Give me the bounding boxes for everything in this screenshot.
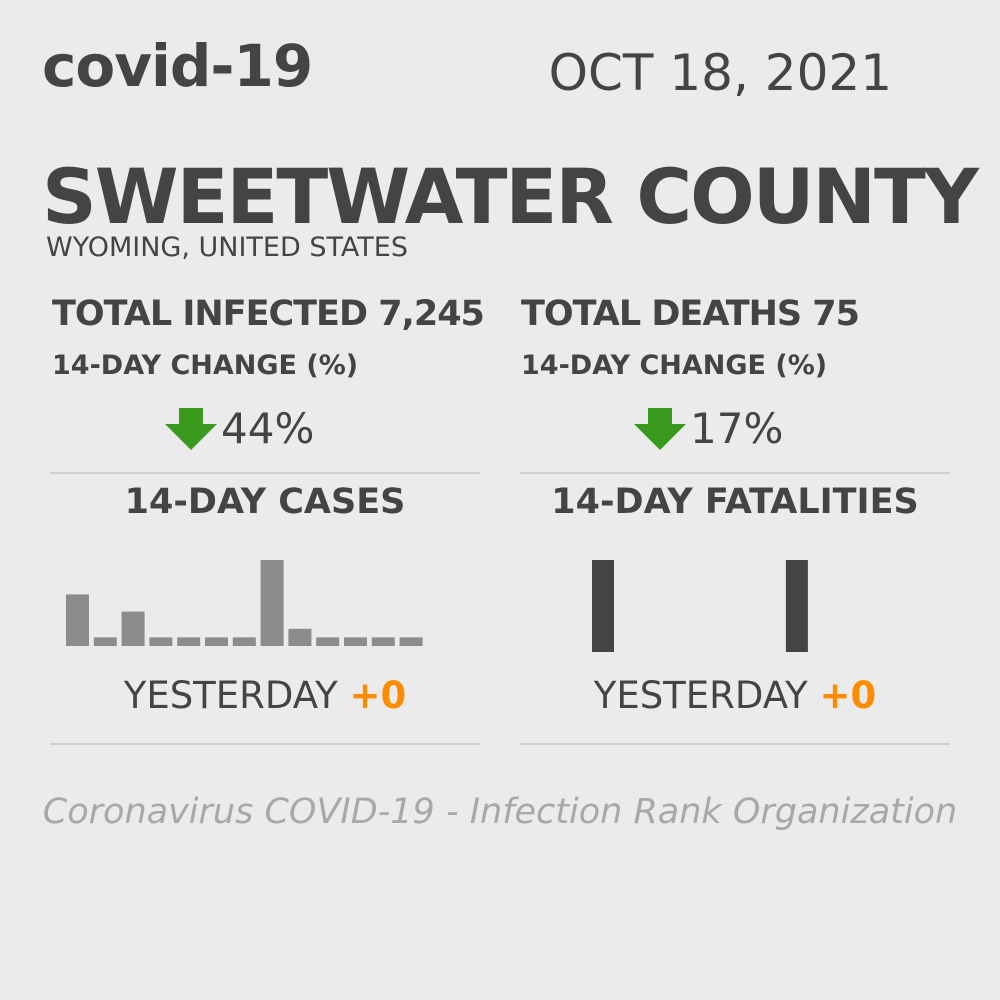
cases-bar-11 xyxy=(371,637,395,646)
region-name: WYOMING, UNITED STATES xyxy=(46,232,408,263)
cases-bar-0 xyxy=(66,594,89,646)
down-arrow-icon xyxy=(165,407,217,450)
infected-change-label: 14-DAY CHANGE (%) xyxy=(52,350,359,381)
county-name: SWEETWATER COUNTY xyxy=(42,152,979,241)
cases-bar-7 xyxy=(260,560,284,646)
divider-bottom-right xyxy=(520,743,950,745)
fatalities-bar-0 xyxy=(592,560,614,652)
footer-credit: Coronavirus COVID-19 - Infection Rank Or… xyxy=(42,792,958,832)
fatalities-chart-title: 14-DAY FATALITIES xyxy=(551,482,919,522)
infected-change-value: 44% xyxy=(221,404,315,453)
fatalities-bar-7 xyxy=(785,560,808,652)
cases-yesterday-value: +0 xyxy=(349,674,407,717)
infected-change: 44% xyxy=(165,404,314,453)
deaths-change-value: 17% xyxy=(690,404,784,453)
fatalities-yesterday-value: +0 xyxy=(819,674,877,717)
cases-bar-10 xyxy=(344,637,367,646)
cases-bar-5 xyxy=(205,637,228,646)
cases-bar-4 xyxy=(177,637,201,646)
report-date: OCT 18, 2021 xyxy=(548,44,892,102)
brand-title: covid-19 xyxy=(42,32,313,100)
cases-bar-12 xyxy=(399,637,423,646)
cases-bar-2 xyxy=(121,611,145,646)
fatalities-yesterday-label: YESTERDAY xyxy=(593,674,808,717)
fatalities-yesterday: YESTERDAY +0 xyxy=(520,674,950,717)
total-infected-title: TOTAL INFECTED 7,245 xyxy=(52,294,485,334)
cases-bar-chart xyxy=(66,560,423,646)
cases-bar-9 xyxy=(316,637,340,646)
divider-top-left xyxy=(50,472,480,474)
cases-bar-3 xyxy=(149,637,173,646)
cases-bar-1 xyxy=(93,637,117,646)
cases-bar-8 xyxy=(288,628,312,646)
cases-chart-title: 14-DAY CASES xyxy=(124,482,406,522)
divider-top-right xyxy=(520,472,950,474)
cases-yesterday-label: YESTERDAY xyxy=(123,674,338,717)
deaths-change: 17% xyxy=(634,404,783,453)
cases-yesterday: YESTERDAY +0 xyxy=(50,674,480,717)
divider-bottom-left xyxy=(50,743,480,745)
fatalities-bar-chart xyxy=(592,560,808,652)
down-arrow-icon xyxy=(634,407,686,450)
cases-bar-6 xyxy=(232,637,256,646)
total-deaths-title: TOTAL DEATHS 75 xyxy=(521,294,860,334)
deaths-change-label: 14-DAY CHANGE (%) xyxy=(521,350,828,381)
